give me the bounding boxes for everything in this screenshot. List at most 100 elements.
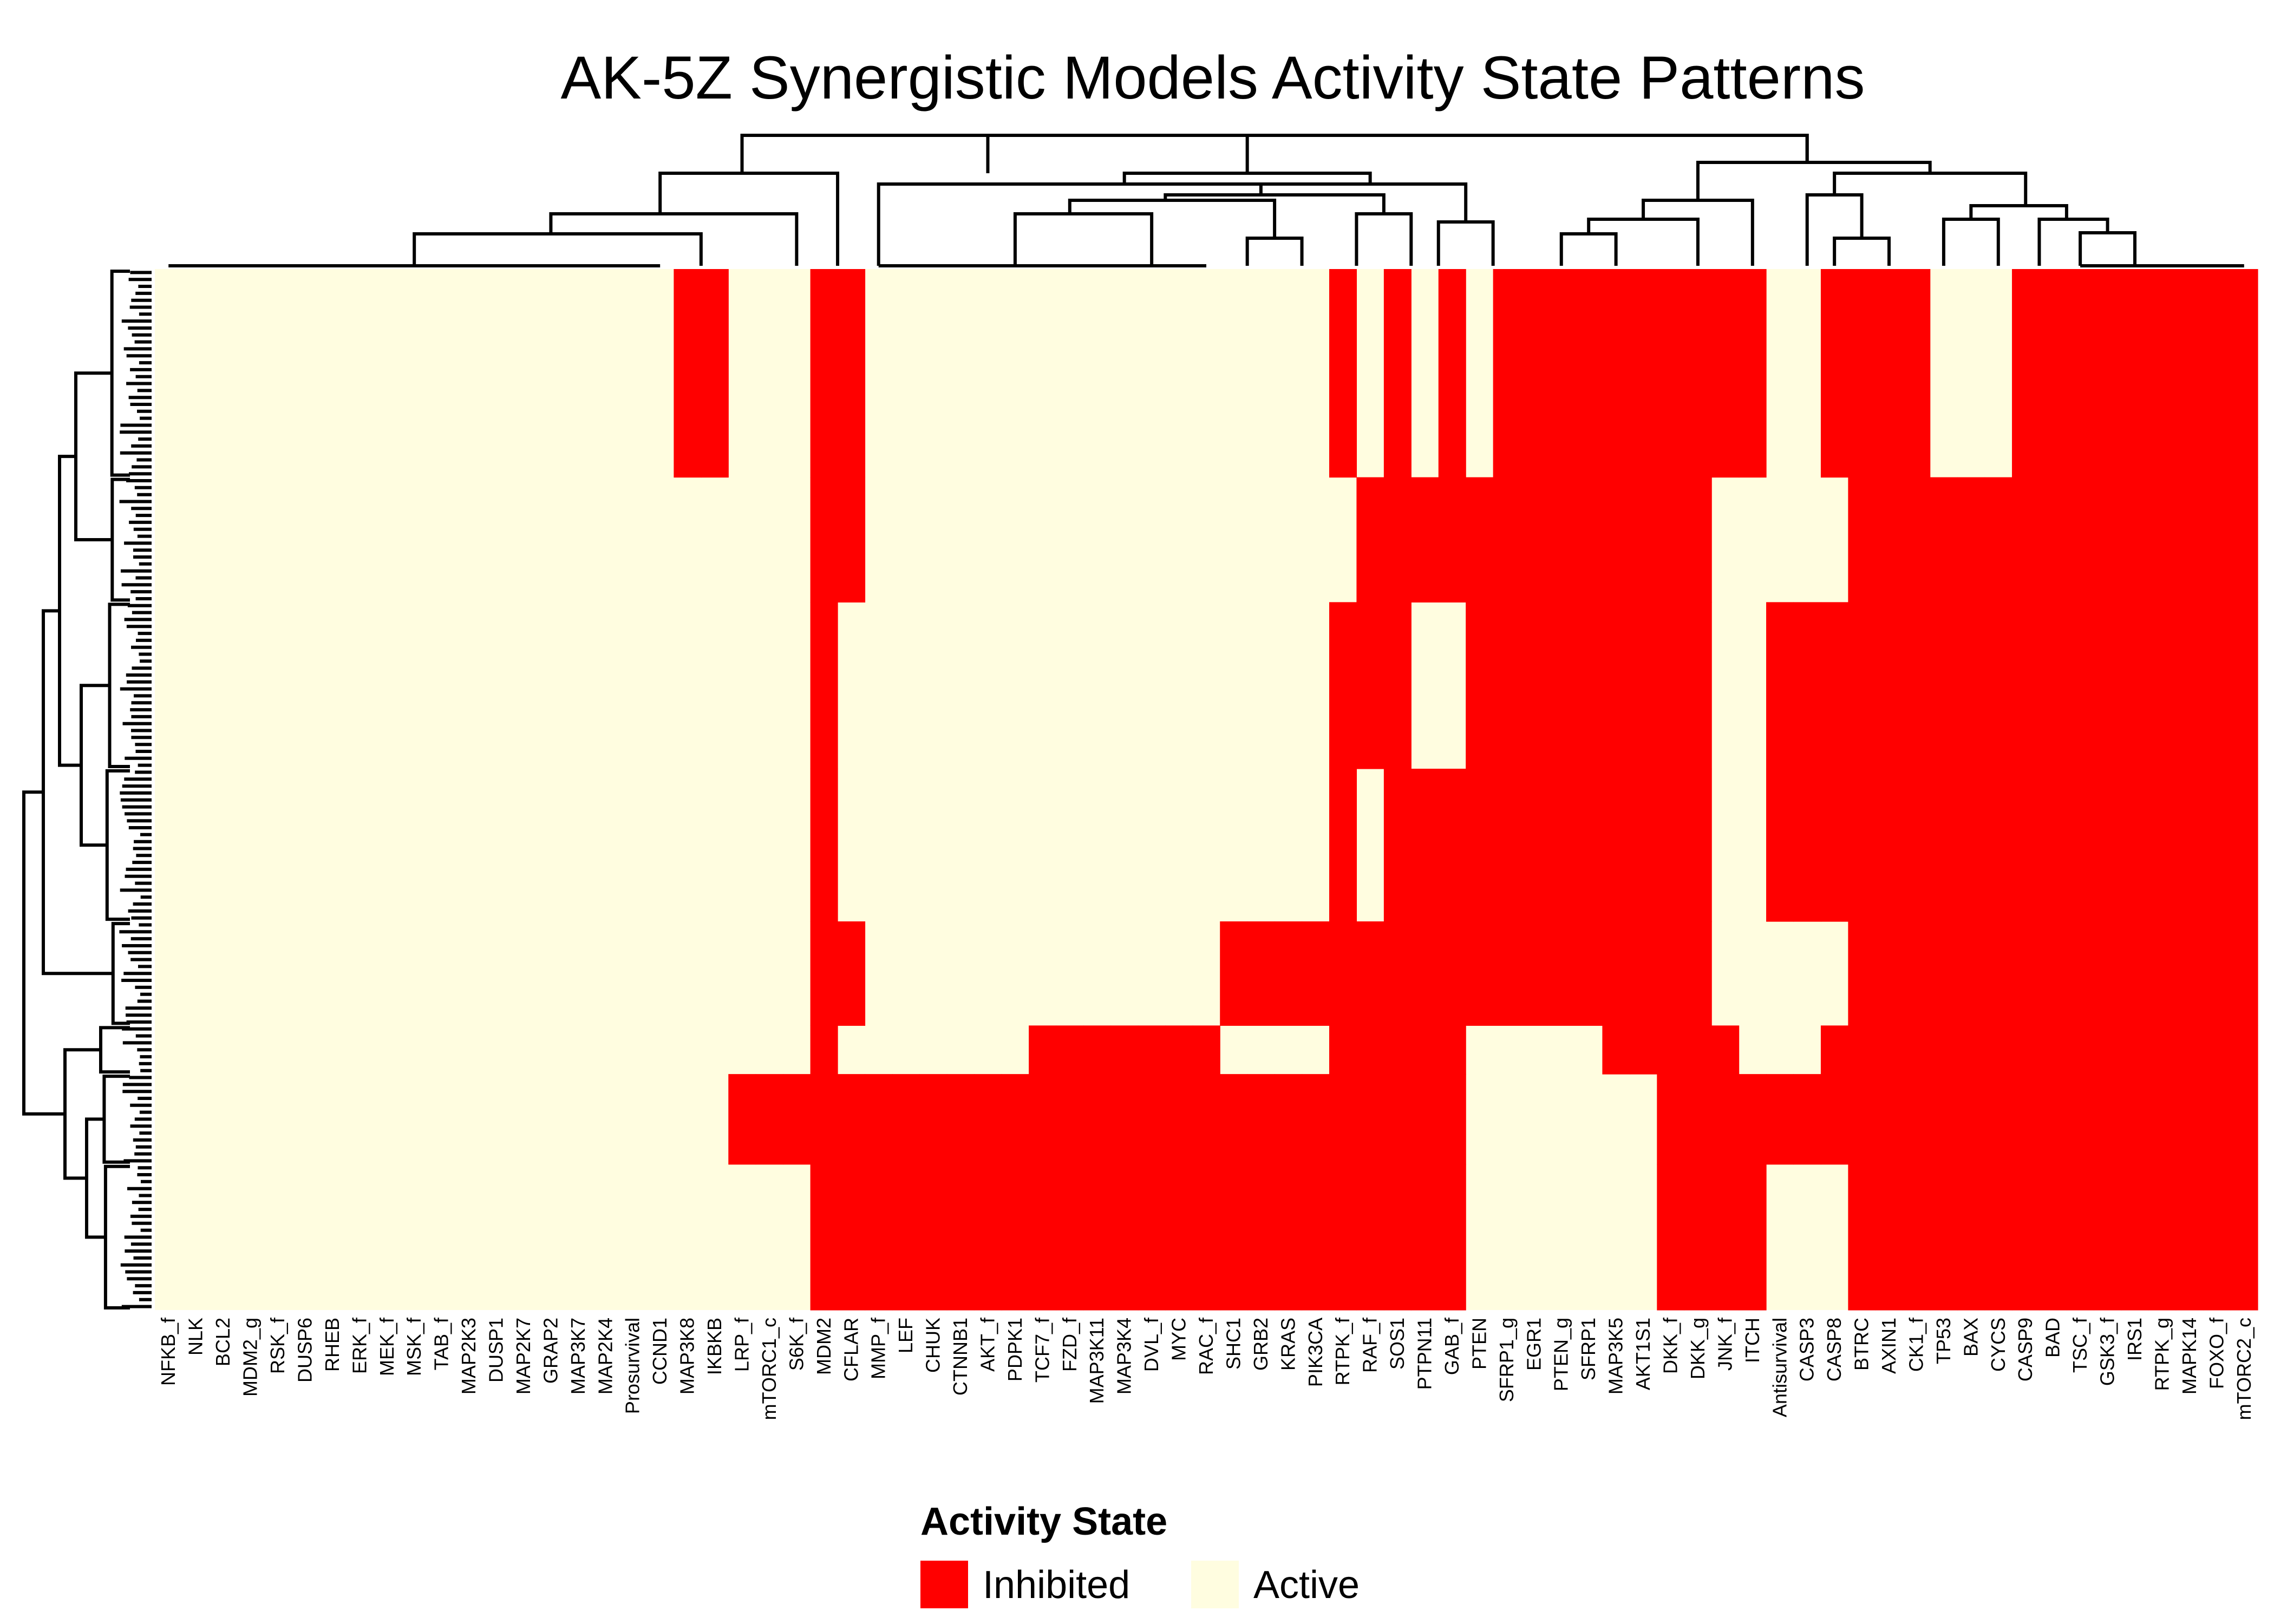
- heatmap-cell-MDM2-block4: [810, 921, 838, 1026]
- heatmap-cell-MAP3K11-block5: [1083, 1025, 1112, 1075]
- dendrogram-branch: [1559, 232, 1618, 266]
- column-label-MAP3K5: MAP3K5: [1605, 1318, 1627, 1394]
- heatmap-cell-IRS1-block5: [2121, 1025, 2149, 1075]
- heatmap-cell-mTORC2_c-block3: [2230, 769, 2258, 922]
- heatmap-cell-JNK_f-block7: [1711, 1164, 1740, 1311]
- column-label-CASP9: CASP9: [2014, 1318, 2036, 1381]
- heatmap-cell-SOS1-block1: [1383, 477, 1412, 603]
- heatmap-cell-SFRP1-block0: [1574, 269, 1603, 478]
- heatmap-cell-SOS1-block6: [1383, 1074, 1412, 1165]
- heatmap-cell-SHC1-block4: [1220, 921, 1248, 1026]
- column-label-CASP8: CASP8: [1823, 1318, 1845, 1381]
- heatmap-cell-PTEN-block3: [1466, 769, 1494, 922]
- heatmap-cell-TSC_f-block0: [2066, 269, 2094, 478]
- heatmap-cell-RTPK_g-block1: [2148, 477, 2177, 603]
- heatmap-cell-GAB_f-block5: [1438, 1025, 1466, 1075]
- column-label-PIK3CA: PIK3CA: [1304, 1318, 1327, 1387]
- heatmap-cell-CK1_f-block1: [1903, 477, 1931, 603]
- heatmap-cell-GSK3_f-block0: [2094, 269, 2122, 478]
- heatmap-cell-SFRP1-block1: [1574, 477, 1603, 603]
- heatmap-cell-DKK_f-block5: [1657, 1025, 1685, 1075]
- heatmap-cell-SFRP1-block3: [1574, 769, 1603, 922]
- heatmap-cell-AXIN1-block6: [1875, 1074, 1903, 1165]
- heatmap-cell-RTPK_g-block3: [2148, 769, 2177, 922]
- heatmap-cell-TP53-block4: [1930, 921, 1958, 1026]
- heatmap-cell-MDM2-block1: [810, 477, 838, 603]
- heatmap-cell-CASP9-block6: [2012, 1074, 2040, 1165]
- heatmap-cell-DVL_f-block6: [1138, 1074, 1166, 1165]
- dendrogram-branch: [1696, 161, 1932, 200]
- heatmap-cell-EGR1-block4: [1520, 921, 1548, 1026]
- column-label-GRB2: GRB2: [1250, 1318, 1272, 1371]
- heatmap-cell-AXIN1-block7: [1875, 1164, 1903, 1311]
- heatmap-cell-MAP3K5-block2: [1602, 602, 1630, 769]
- column-label-Antisurvival: Antisurvival: [1768, 1318, 1791, 1417]
- legend-entries: Inhibited Active: [920, 1561, 1360, 1608]
- column-label-ERK_f: ERK_f: [348, 1317, 370, 1374]
- heatmap-cell-MAPK14-block7: [2175, 1164, 2204, 1311]
- heatmap-cell-RAC_f-block6: [1192, 1074, 1220, 1165]
- heatmap-cell-DKK_f-block7: [1657, 1164, 1685, 1311]
- column-label-MDM2_g: MDM2_g: [239, 1318, 262, 1397]
- heatmap-cell-BAX-block6: [1957, 1074, 1985, 1165]
- heatmap-cell-CASP3-block2: [1793, 602, 1821, 769]
- heatmap-cell-AXIN1-block2: [1875, 602, 1903, 769]
- column-label-DKK_g: DKK_g: [1687, 1318, 1709, 1379]
- column-label-SFRP1_g: SFRP1_g: [1495, 1318, 1518, 1402]
- heatmap-cell-LEF-block6: [892, 1074, 920, 1165]
- heatmap-cell-CTNNB1-block6: [946, 1074, 975, 1165]
- column-label-FZD_f: FZD_f: [1058, 1317, 1081, 1372]
- heatmap-cell-DVL_f-block7: [1138, 1164, 1166, 1311]
- heatmap-cell-EGR1-block3: [1520, 769, 1548, 922]
- heatmap-cell-GSK3_f-block4: [2094, 921, 2122, 1026]
- heatmap-cell-MMP_f-block7: [865, 1164, 893, 1311]
- heatmap-cell-AXIN1-block1: [1875, 477, 1903, 603]
- heatmap-cell-BTRC-block0: [1848, 269, 1876, 478]
- dendrogram-branch: [1068, 199, 1277, 238]
- heatmap-cell-BAD-block1: [2039, 477, 2067, 603]
- heatmap-cell-TP53-block5: [1930, 1025, 1958, 1075]
- dendrogram-branch: [1355, 212, 1413, 266]
- column-label-TSC_f: TSC_f: [2069, 1317, 2091, 1373]
- heatmap-cell-CYCS-block3: [1984, 769, 2012, 922]
- heatmap-cell-GRB2-block7: [1247, 1164, 1275, 1311]
- heatmap-cell-BAX-block1: [1957, 477, 1985, 603]
- heatmap-cell-RAF_f-block5: [1356, 1025, 1384, 1075]
- legend-title: Activity State: [920, 1500, 1167, 1543]
- column-label-TAB_f: TAB_f: [430, 1317, 453, 1370]
- column-label-BAD: BAD: [2042, 1318, 2064, 1358]
- heatmap-cell-SFRP1_g-block1: [1493, 477, 1521, 603]
- column-label-CASP3: CASP3: [1796, 1318, 1818, 1381]
- legend-label-inhibited: Inhibited: [983, 1563, 1130, 1607]
- heatmap-cell-CK1_f-block5: [1903, 1025, 1931, 1075]
- row-dendrogram-branch: [110, 270, 130, 477]
- heatmap-cell-IRS1-block2: [2121, 602, 2149, 769]
- heatmap-cell-SFRP1-block2: [1574, 602, 1603, 769]
- heatmap-cell-ITCH-block7: [1739, 1164, 1767, 1311]
- heatmap-cell-JNK_f-block5: [1711, 1025, 1740, 1075]
- heatmap-cell-TSC_f-block6: [2066, 1074, 2094, 1165]
- heatmap-cell-PTEN-block1: [1466, 477, 1494, 603]
- heatmap-cell-IRS1-block3: [2121, 769, 2149, 922]
- heatmap-cell-DKK_g-block2: [1684, 602, 1712, 769]
- heatmap-cell-AKT1S1-block1: [1629, 477, 1657, 603]
- column-label-MAP2K7: MAP2K7: [512, 1318, 534, 1394]
- heatmap-cell-SOS1-block4: [1383, 921, 1412, 1026]
- column-label-PDPK1: PDPK1: [1004, 1318, 1026, 1381]
- heatmap-cell-MAPK14-block1: [2175, 477, 2204, 603]
- column-label-JNK_f: JNK_f: [1714, 1317, 1736, 1371]
- heatmap-cell-PTEN_g-block4: [1547, 921, 1576, 1026]
- heatmap-cell-CASP9-block4: [2012, 921, 2040, 1026]
- heatmap-cell-GSK3_f-block2: [2094, 602, 2122, 769]
- heatmap-cell-CYCS-block7: [1984, 1164, 2012, 1311]
- heatmap-cell-MAP3K11-block7: [1083, 1164, 1112, 1311]
- heatmap-cell-DKK_g-block7: [1684, 1164, 1712, 1311]
- row-dendrogram-branch: [80, 684, 110, 847]
- heatmap-cell-RAC_f-block7: [1192, 1164, 1220, 1311]
- heatmap-cell-GAB_f-block6: [1438, 1074, 1466, 1165]
- column-label-RTPK_f: RTPK_f: [1331, 1317, 1354, 1385]
- heatmap-cell-CK1_f-block2: [1903, 602, 1931, 769]
- heatmap-cell-S6K_f-block6: [783, 1074, 811, 1165]
- heatmap-cell-CK1_f-block6: [1903, 1074, 1931, 1165]
